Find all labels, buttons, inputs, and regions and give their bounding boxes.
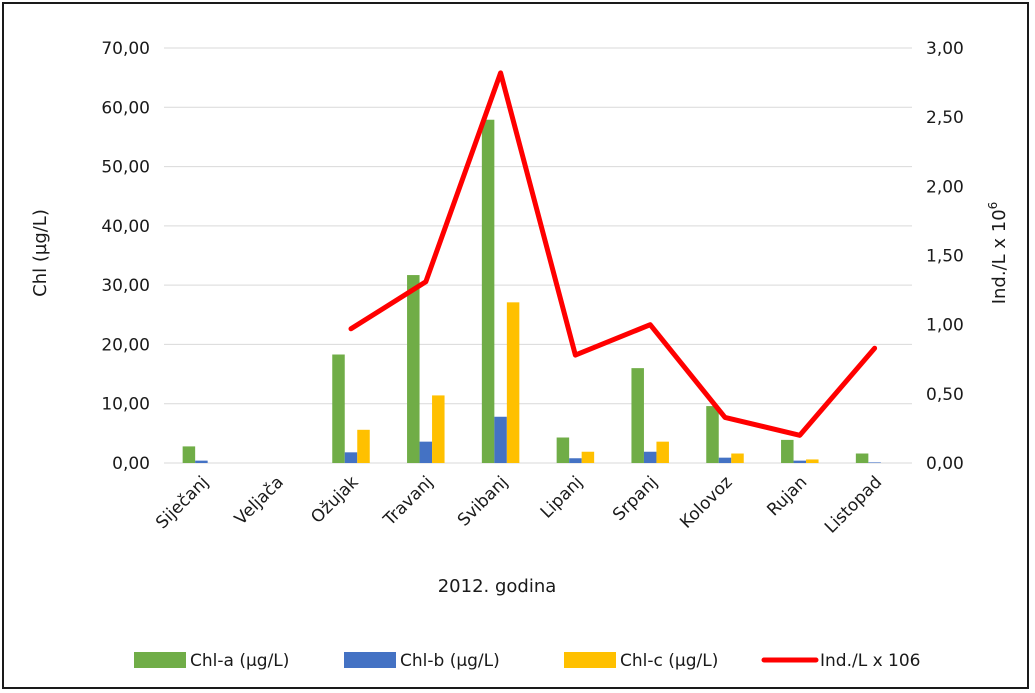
x-tick-label: Srpanj [609,472,662,525]
y-tick-label: 0,00 [112,454,150,474]
categories-layer: Siječanj Veljača Ožujak Travanj Svibanj Lipan… [152,472,886,537]
bar [182,446,196,463]
x-tick-label: Veljača [231,472,288,529]
legend: Chl-a (µg/L) Chl-b (µg/L) Chl-c (µg/L) Ind.… [134,651,921,671]
y2-tick-label: 3,00 [926,39,964,59]
x-tick-label: Ožujak [307,472,362,527]
bar [494,416,507,463]
bar [718,457,732,463]
x-tick-label: Travanj [379,472,437,530]
y2-tick-label: 1,50 [926,247,964,267]
x-tick-label: Siječanj [152,472,213,533]
bar [706,406,719,463]
chart-svg: 0,0010,0020,0030,0040,0050,0060,0070,000… [30,39,1010,671]
y2-tick-label: 1,00 [926,316,964,336]
x-tick-label: Kolovoz [676,472,736,532]
bar [357,429,370,463]
legend-label: Chl-a (µg/L) [190,651,289,671]
bar [868,462,881,463]
bar [556,437,570,463]
y-tick-label: 30,00 [101,276,150,296]
x-tick-label: Rujan [763,472,811,520]
bar [344,452,358,463]
y-axis-title: Chl (µg/L) [30,209,51,297]
y2-tick-label: 0,50 [926,385,964,405]
bar [195,460,208,463]
bar [506,302,520,463]
legend-swatch [564,652,616,668]
line-layer [348,70,878,438]
y2-axis-title-base: Ind./L x 10 [989,209,1010,304]
y2-tick-label: 2,00 [926,177,964,197]
y-tick-label: 60,00 [101,98,150,118]
y2-tick-label: 2,50 [926,108,964,128]
bar [855,453,869,463]
x-tick-label: Lipanj [537,472,587,522]
bar [419,441,433,463]
y2-axis-title: Ind./L x 106 [986,202,1010,305]
series-line [348,70,878,438]
y2-axis-title-sup: 6 [986,202,1000,210]
bar [643,451,657,463]
bar [432,395,445,463]
grid-layer [164,47,912,464]
legend-label: Chl-b (µg/L) [400,651,500,671]
bar [581,451,595,463]
bar [481,119,495,463]
y-tick-label: 50,00 [101,158,150,178]
y-tick-label: 40,00 [101,217,150,237]
legend-swatch [344,652,396,668]
bar [332,354,345,463]
bar [656,441,669,463]
bars-layer [182,119,881,463]
legend-swatch [134,652,186,668]
bar [793,460,807,463]
x-tick-label: Listopad [821,472,886,537]
ticks-layer: 0,00 10,00 20,00 30,00 40,00 50,00 60,00 70,00 0… [101,39,964,474]
bar [806,459,819,463]
bar [569,458,582,463]
x-axis-title: 2012. godina [438,576,557,597]
y-tick-label: 70,00 [101,39,150,59]
y-tick-label: 20,00 [101,335,150,355]
bar [731,453,744,463]
y2-tick-label: 0,00 [926,454,964,474]
x-tick-label: Svibanj [454,472,512,530]
legend-label: Ind./L x 106 [820,651,921,671]
bar [781,439,794,463]
legend-label: Chl-c (µg/L) [620,651,718,671]
bar [407,275,420,463]
bar [631,368,644,463]
y-tick-label: 10,00 [101,395,150,415]
